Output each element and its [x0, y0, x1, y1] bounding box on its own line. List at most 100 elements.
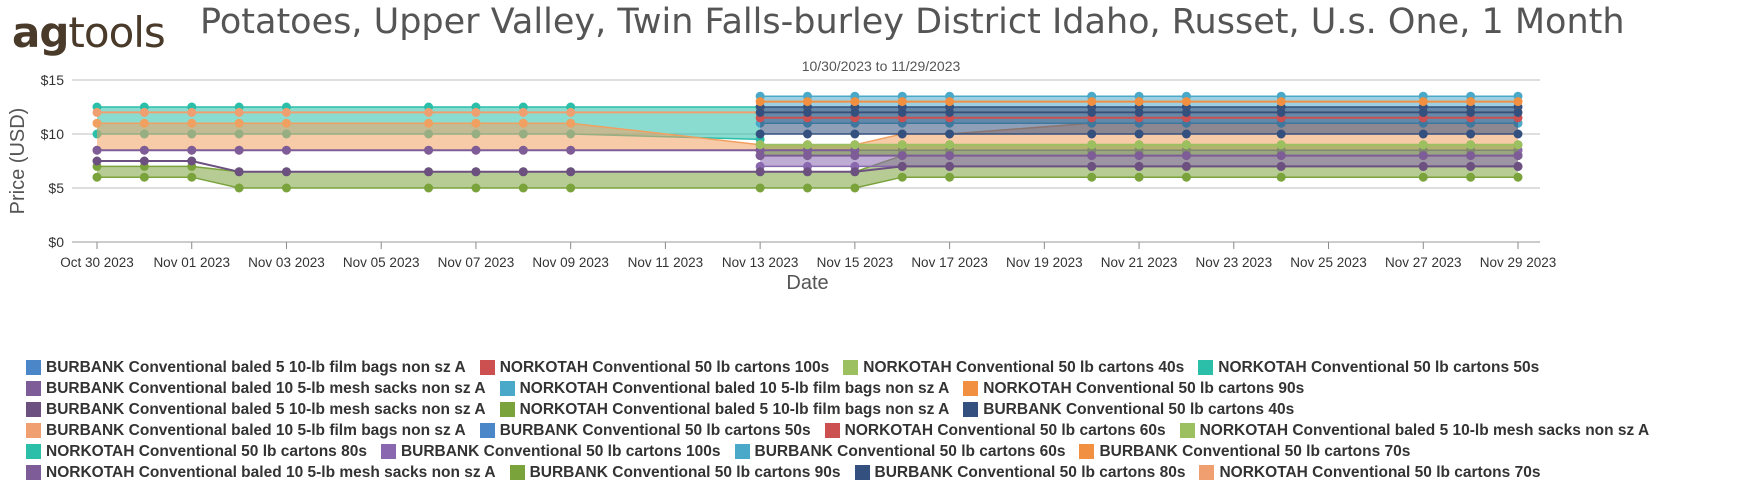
data-point: [1134, 107, 1144, 117]
data-point: [1276, 151, 1286, 161]
data-point: [1181, 97, 1191, 107]
legend-item[interactable]: NORKOTAH Conventional 50 lb cartons 70s: [1199, 463, 1540, 482]
legend-swatch: [963, 381, 979, 396]
data-point: [424, 107, 434, 117]
x-tick-label: Nov 03 2023: [248, 255, 325, 270]
data-point: [1513, 129, 1523, 139]
legend-item[interactable]: BURBANK Conventional baled 5 10-lb mesh …: [26, 400, 486, 419]
data-point: [1466, 172, 1476, 182]
data-point: [92, 172, 102, 182]
data-point: [187, 107, 197, 117]
data-point: [281, 107, 291, 117]
legend-swatch: [1079, 444, 1095, 459]
data-point: [234, 107, 244, 117]
data-point: [139, 118, 149, 128]
data-point: [424, 183, 434, 193]
data-point: [566, 183, 576, 193]
data-point: [1087, 140, 1097, 150]
y-tick-label: $0: [48, 234, 64, 250]
legend-label: NORKOTAH Conventional 50 lb cartons 100s: [499, 358, 830, 376]
data-point: [281, 183, 291, 193]
x-tick-label: Nov 11 2023: [628, 255, 704, 270]
data-point: [424, 118, 434, 128]
x-tick-label: Nov 21 2023: [1101, 255, 1178, 270]
data-point: [1466, 151, 1476, 161]
legend-label: BURBANK Conventional baled 5 10-lb mesh …: [46, 400, 486, 418]
legend-swatch: [843, 360, 859, 375]
data-point: [1418, 129, 1428, 139]
data-point: [803, 167, 812, 177]
data-point: [945, 129, 955, 139]
data-point: [1087, 129, 1097, 139]
y-tick-label: $15: [41, 72, 65, 88]
data-point: [803, 97, 812, 107]
y-tick-label: $5: [48, 180, 64, 196]
data-point: [850, 140, 860, 150]
data-point: [1134, 161, 1144, 171]
data-point: [1276, 97, 1286, 107]
legend-item[interactable]: BURBANK Conventional 50 lb cartons 90s: [509, 463, 841, 482]
legend-swatch: [854, 465, 870, 480]
data-point: [755, 183, 765, 193]
legend-label: NORKOTAH Conventional 50 lb cartons 40s: [863, 358, 1185, 376]
axes: $0 $5 $10 $15 Oct 30 2023 Nov 01 2023 Nov 03 2…: [7, 72, 1556, 294]
data-point: [755, 129, 765, 139]
data-point: [281, 145, 291, 155]
data-point: [139, 145, 149, 155]
legend-item[interactable]: NORKOTAH Conventional baled 10 5-lb film…: [499, 379, 949, 398]
chart-title: Potatoes, Upper Valley, Twin Falls-burle…: [200, 2, 1625, 42]
data-point: [187, 145, 197, 155]
legend-swatch: [734, 444, 750, 459]
legend-label: BURBANK Conventional 50 lb cartons 70s: [1099, 442, 1411, 460]
legend-item[interactable]: BURBANK Conventional baled 5 10-lb film …: [26, 358, 466, 377]
legend-item[interactable]: NORKOTAH Conventional 50 lb cartons 50s: [1198, 358, 1539, 377]
legend-label: NORKOTAH Conventional baled 5 10-lb film…: [519, 400, 950, 418]
x-tick-label: Nov 15 2023: [817, 255, 894, 270]
legend-item[interactable]: BURBANK Conventional 50 lb cartons 40s: [963, 400, 1294, 419]
data-point: [803, 151, 812, 161]
legend-item[interactable]: NORKOTAH Conventional 50 lb cartons 80s: [26, 442, 367, 461]
data-point: [281, 118, 291, 128]
data-point: [1513, 172, 1523, 182]
data-point: [1181, 140, 1191, 150]
legend-item[interactable]: NORKOTAH Conventional 50 lb cartons 90s: [963, 379, 1304, 398]
data-point: [471, 183, 481, 193]
data-point: [1134, 172, 1144, 182]
data-point: [234, 118, 244, 128]
data-point: [139, 172, 149, 182]
legend-item[interactable]: NORKOTAH Conventional 50 lb cartons 100s: [479, 358, 830, 377]
legend-item[interactable]: BURBANK Conventional 50 lb cartons 100s: [380, 442, 721, 461]
data-point: [1276, 107, 1286, 117]
legend-item[interactable]: NORKOTAH Conventional baled 10 5-lb mesh…: [26, 463, 496, 482]
data-point: [897, 140, 907, 150]
legend-label: BURBANK Conventional 50 lb cartons 80s: [874, 463, 1186, 481]
legend-item[interactable]: NORKOTAH Conventional 50 lb cartons 40s: [843, 358, 1184, 377]
data-point: [1418, 140, 1428, 150]
data-point: [234, 183, 244, 193]
data-point: [1466, 140, 1476, 150]
data-point: [1466, 161, 1476, 171]
x-tick-label: Nov 01 2023: [153, 255, 230, 270]
data-point: [850, 97, 860, 107]
data-point: [945, 107, 955, 117]
legend-item[interactable]: BURBANK Conventional baled 10 5-lb film …: [26, 421, 466, 440]
legend-item[interactable]: BURBANK Conventional 50 lb cartons 50s: [479, 421, 811, 440]
legend-swatch: [380, 444, 396, 459]
legend-item[interactable]: BURBANK Conventional baled 10 5-lb mesh …: [26, 379, 486, 398]
data-point: [1276, 140, 1286, 150]
data-point: [1513, 140, 1523, 150]
legend-item[interactable]: BURBANK Conventional 50 lb cartons 70s: [1079, 442, 1410, 461]
x-tick-label: Nov 07 2023: [438, 255, 515, 270]
legend-label: NORKOTAH Conventional 50 lb cartons 80s: [46, 442, 367, 460]
data-point: [139, 107, 149, 117]
legend-item[interactable]: BURBANK Conventional 50 lb cartons 80s: [854, 463, 1186, 482]
x-tick-label: Nov 13 2023: [722, 255, 799, 270]
legend-label: BURBANK Conventional baled 10 5-lb mesh …: [46, 379, 486, 397]
data-point: [1087, 107, 1097, 117]
data-point: [92, 156, 102, 166]
legend-item[interactable]: NORKOTAH Conventional baled 5 10-lb film…: [499, 400, 950, 419]
legend-item[interactable]: NORKOTAH Conventional 50 lb cartons 60s: [824, 421, 1166, 440]
legend-label: BURBANK Conventional 50 lb cartons 60s: [754, 442, 1066, 460]
legend-item[interactable]: NORKOTAH Conventional baled 5 10-lb mesh…: [1179, 421, 1649, 440]
legend-item[interactable]: BURBANK Conventional 50 lb cartons 60s: [734, 442, 1066, 461]
